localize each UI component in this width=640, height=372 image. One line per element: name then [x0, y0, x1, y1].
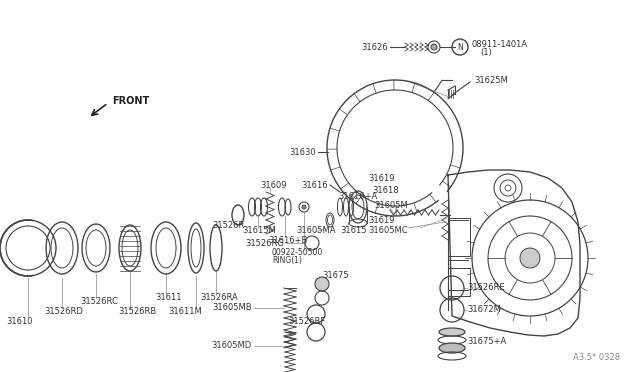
Text: 31605MC: 31605MC: [368, 225, 408, 234]
Text: 31615: 31615: [340, 225, 367, 234]
Text: 31526RF: 31526RF: [288, 317, 325, 327]
Text: FRONT: FRONT: [112, 96, 149, 106]
Text: 31615M: 31615M: [242, 225, 276, 234]
Circle shape: [520, 248, 540, 268]
Text: 31526RC: 31526RC: [80, 298, 118, 307]
Ellipse shape: [439, 343, 465, 353]
Text: 31605MB: 31605MB: [212, 304, 252, 312]
Text: 31605MA: 31605MA: [296, 225, 335, 234]
Circle shape: [315, 277, 329, 291]
Text: 31675+A: 31675+A: [467, 337, 506, 346]
Text: 31616+A: 31616+A: [338, 192, 377, 201]
Text: 31526RA: 31526RA: [200, 294, 237, 302]
Text: 31526RE: 31526RE: [467, 283, 504, 292]
Text: 31611M: 31611M: [168, 308, 202, 317]
Text: 31619: 31619: [368, 215, 394, 224]
Text: 31616+B: 31616+B: [268, 235, 307, 244]
Text: N: N: [457, 42, 463, 51]
Text: 31675: 31675: [322, 270, 349, 279]
Text: 31618: 31618: [372, 186, 399, 195]
Text: (1): (1): [480, 48, 492, 57]
Text: 31526RB: 31526RB: [118, 308, 156, 317]
Ellipse shape: [439, 328, 465, 336]
Text: 31605MD: 31605MD: [212, 341, 252, 350]
Text: 00922-50500: 00922-50500: [272, 247, 323, 257]
Bar: [448, 268, 470, 296]
Text: 31609: 31609: [260, 180, 287, 189]
Text: RING(1): RING(1): [272, 256, 302, 264]
Text: 31526RD: 31526RD: [44, 308, 83, 317]
Text: 31619: 31619: [368, 173, 394, 183]
Circle shape: [302, 205, 306, 209]
Bar: [448, 218, 470, 256]
Text: A3.5* 0328: A3.5* 0328: [573, 353, 620, 362]
Text: 08911-1401A: 08911-1401A: [472, 39, 528, 48]
Text: 31672M: 31672M: [467, 305, 501, 314]
Text: 31526R: 31526R: [212, 221, 244, 230]
Text: 31611: 31611: [155, 294, 182, 302]
Text: 31616: 31616: [301, 180, 328, 189]
Circle shape: [431, 44, 437, 50]
Text: 31626: 31626: [362, 42, 388, 51]
Text: 31526RG: 31526RG: [245, 238, 284, 247]
Text: 31625M: 31625M: [474, 76, 508, 84]
Text: 31630: 31630: [289, 148, 316, 157]
Text: 31610: 31610: [6, 317, 33, 327]
Text: 31605M: 31605M: [374, 201, 408, 209]
